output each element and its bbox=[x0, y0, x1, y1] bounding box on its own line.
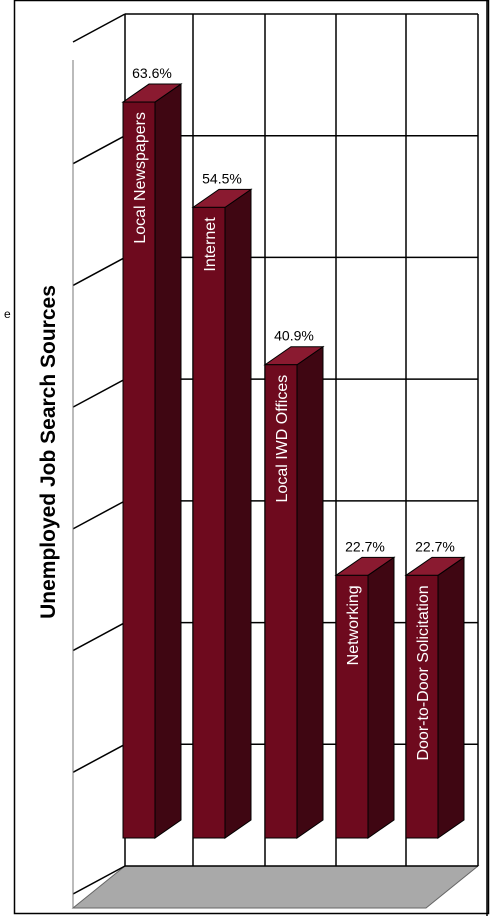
data-label: 22.7% bbox=[345, 538, 385, 554]
bar-front bbox=[122, 101, 156, 839]
side-wall-grid-line bbox=[72, 135, 126, 165]
bars: Local Newspapers Internet Local IWD Office… bbox=[121, 83, 466, 839]
bar-front bbox=[335, 574, 369, 839]
bar-side bbox=[367, 556, 395, 839]
side-wall-grid-line bbox=[72, 500, 126, 530]
category-label: Local Newspapers bbox=[132, 112, 149, 244]
bar-side bbox=[437, 556, 465, 839]
data-labels: 63.6% 54.5% 40.9% 22.7% 22.7% bbox=[132, 65, 455, 554]
side-wall-grid-line bbox=[72, 865, 126, 895]
bar: Local IWD Offices bbox=[263, 345, 325, 839]
side-wall-grid-line bbox=[72, 743, 126, 773]
bar: Door-to-Door Solicitation bbox=[404, 556, 466, 839]
data-label: 40.9% bbox=[274, 328, 314, 344]
chart-floor bbox=[71, 865, 480, 909]
data-label: 22.7% bbox=[415, 538, 455, 554]
bar-side bbox=[154, 83, 182, 839]
side-wall-grid-line bbox=[72, 256, 126, 287]
floor bbox=[71, 865, 480, 909]
edge-fragment: e bbox=[4, 307, 11, 321]
bar-side bbox=[296, 345, 324, 839]
bar-side bbox=[224, 188, 252, 839]
category-label: Internet bbox=[202, 217, 219, 272]
bar: Networking bbox=[334, 556, 396, 839]
category-label: Local IWD Offices bbox=[274, 375, 291, 503]
category-label: Door-to-Door Solicitation bbox=[415, 585, 432, 760]
side-wall-grid-line bbox=[72, 378, 126, 408]
data-label: 54.5% bbox=[202, 170, 242, 186]
chart-border bbox=[13, 0, 490, 915]
bar: Internet bbox=[191, 188, 253, 839]
bar-front bbox=[264, 364, 298, 839]
bar: Local Newspapers bbox=[121, 83, 183, 839]
chart-title: Unemployed Job Search Sources bbox=[37, 285, 60, 619]
category-label: Networking bbox=[345, 585, 362, 665]
bar-front bbox=[405, 574, 439, 839]
side-wall-grid-line bbox=[72, 13, 126, 43]
side-wall-grid-line bbox=[72, 621, 126, 652]
bar-front bbox=[192, 206, 226, 839]
data-label: 63.6% bbox=[132, 65, 172, 81]
